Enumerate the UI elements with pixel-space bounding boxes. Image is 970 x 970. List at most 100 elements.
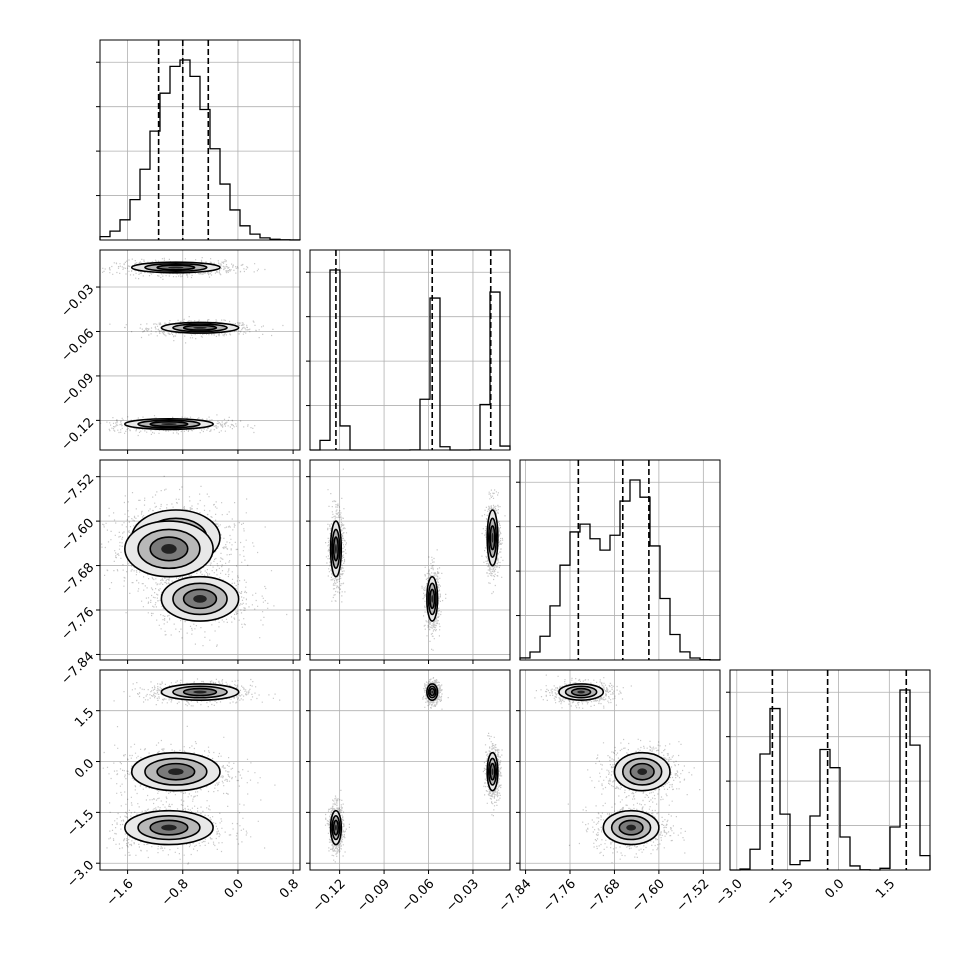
hist-frame-0 [99,39,301,241]
contour-3-1-2-2 [332,819,339,836]
ytick-label-1-1: −0.09 [59,371,98,410]
contour-3-0-1-1 [144,757,208,786]
hist-frame-1 [309,249,511,451]
contour-3-0-2-0 [124,809,214,846]
contour-1-0-2-1 [137,419,201,429]
density-1-0-1-3 [168,266,184,269]
density-2-0-2-3 [161,544,177,554]
panel-frame-2-1 [309,459,511,661]
ytick-label-3-3: 1.5 [72,705,97,730]
contour-2-1-2-1 [331,528,341,570]
scatter-panel-1-0: −0.12 −0.09 −0.06 −0.03 [59,249,301,454]
scatter-panel-3-1 [306,669,511,874]
contour-3-1-2-0 [329,809,343,846]
scatter-points-1-0 [100,257,284,437]
ytick-label-2-1: −7.76 [59,605,98,644]
contour-2-0-0-2 [182,588,218,610]
ytick-label-1-0: −0.12 [59,415,98,454]
panel-frame-3-0 [99,669,301,871]
contour-3-1-1-0 [486,751,499,792]
ytick-label-2-0: −7.84 [59,649,98,688]
contour-2-1-0-0 [426,575,439,622]
xtick-label-1-0: −0.12 [310,876,349,915]
density-1-0-2-3 [161,423,177,426]
contour-3-0-0-2 [182,687,218,697]
panel-frame-3-2 [519,669,721,871]
contour-3-1-0-2 [429,687,436,697]
contour-1-0-0-1 [172,323,228,333]
contour-2-0-2-0 [124,520,214,578]
contour-3-2-2-1 [610,814,652,841]
ytick-label-2-4: −7.52 [59,471,98,510]
contour-1-0-0-0 [160,321,240,334]
scatter-cloud-1-0 [100,257,284,437]
density-3-2-0-3 [577,690,585,694]
scatter-cloud-2-1 [325,468,506,651]
scatter-points-3-1 [324,677,503,863]
contour-2-1-0-1 [427,582,437,616]
ytick-label-1-3: −0.03 [59,282,98,321]
xtick-label-0-2: 0.0 [222,876,247,901]
panel-frame-1-0 [99,249,301,451]
density-3-1-2-3 [334,824,337,831]
xtick-label-3-0: −3.0 [713,876,746,909]
density-3-0-1-3 [168,768,184,776]
scatter-cloud-2-0 [100,475,288,647]
contour-2-0-2-2 [149,536,189,562]
contour-3-2-1-2 [629,762,655,781]
xtick-label-1-1: −0.09 [354,876,393,915]
histogram-3 [729,689,931,871]
ytick-label-3-0: −3.0 [64,858,97,891]
contour-2-1-1-0 [486,509,499,567]
histogram-1 [309,269,511,451]
density-3-1-1-3 [491,768,494,776]
xtick-label-2-1: −7.76 [540,876,579,915]
histogram-2 [519,479,721,661]
scatter-panel-2-1 [306,459,511,664]
xtick-label-0-3: 0.8 [277,876,302,901]
hist-panel-3 [726,669,931,871]
ytick-label-3-1: −1.5 [64,807,97,840]
xtick-label-0-0: −1.6 [104,876,137,909]
contour-2-0-0-0 [160,575,240,622]
density-3-1-0-3 [431,690,434,694]
xtick-label-0-1: −0.8 [159,876,192,909]
contour-1-0-2-0 [124,417,214,431]
xtick-label-1-3: −0.03 [443,876,482,915]
scatter-panel-3-0: −3.0 −1.5 0.0 1.5 [64,669,301,891]
contour-3-0-1-0 [130,751,221,792]
ytick-label-1-2: −0.06 [59,326,98,365]
density-3-0-0-3 [193,690,207,694]
contour-1-0-1-2 [156,264,196,271]
density-2-1-2-3 [334,544,337,554]
xtick-label-2-0: −7.84 [496,876,535,915]
histogram-0 [99,59,301,241]
contour-3-0-2-2 [149,819,189,836]
hist-frame-2 [519,459,721,661]
contour-3-2-2-0 [602,809,660,846]
contour-1-0-2-2 [149,421,189,428]
contour-3-2-0-0 [558,683,605,701]
density-3-0-2-3 [161,824,177,831]
scatter-points-2-0 [100,475,288,647]
xtick-label-2-3: −7.60 [629,876,668,915]
scatter-cloud-3-1 [324,677,503,863]
xtick-label-1-2: −0.06 [399,876,438,915]
contour-3-2-1-1 [621,757,663,786]
contour-3-1-2-1 [331,814,341,841]
contour-3-2-1-0 [613,751,671,792]
density-2-1-0-3 [431,595,434,603]
scatter-points-2-1 [325,468,506,651]
contour-3-0-0-1 [172,685,228,699]
xtick-label-3-1: −1.5 [764,876,797,909]
contour-2-0-2-1 [137,528,201,570]
density-3-2-1-3 [637,768,648,776]
ytick-label-3-2: 0.0 [72,756,97,781]
xtick-label-3-2: 0.0 [822,876,847,901]
panel-frame-2-0 [99,459,301,661]
contour-3-2-0-2 [570,687,592,697]
contour-3-1-1-2 [489,762,496,781]
scatter-panel-2-0: −7.84 −7.76 −7.68 −7.60 −7.52 [59,459,301,688]
contour-3-1-0-1 [427,685,437,699]
